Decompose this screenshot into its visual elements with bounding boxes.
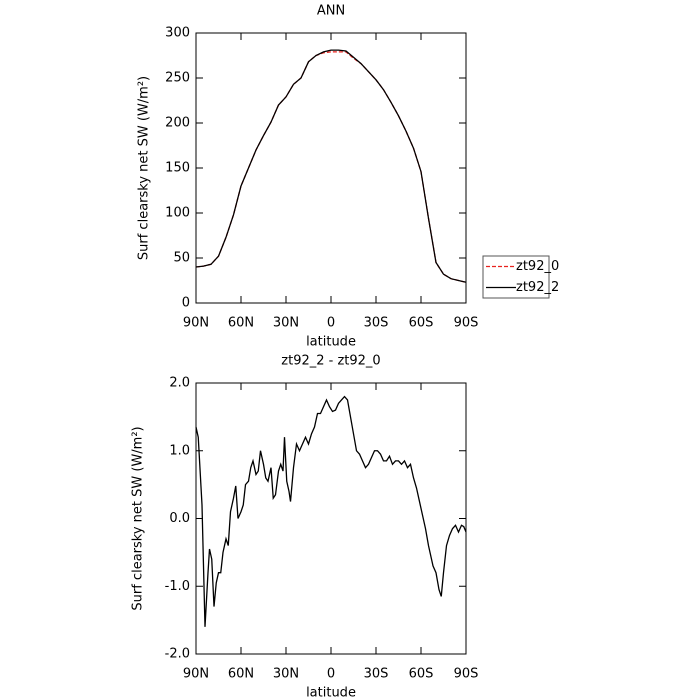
x-tick-label: 30S xyxy=(364,316,389,331)
y-tick-label: 0.0 xyxy=(169,511,190,526)
x-tick-label: 30S xyxy=(364,667,389,682)
legend-label: zt92_2 xyxy=(516,280,559,295)
x-tick-label: 90S xyxy=(454,667,479,682)
y-tick-label: 100 xyxy=(165,206,190,221)
x-tick-label: 0 xyxy=(327,667,335,682)
legend-label: zt92_0 xyxy=(516,259,559,274)
y-axis-label: Surf clearsky net SW (W/m²) xyxy=(137,76,152,260)
x-tick-label: 90S xyxy=(454,316,479,331)
y-tick-label: 300 xyxy=(165,26,190,41)
y-tick-label: 0 xyxy=(182,296,190,311)
plot-frame xyxy=(195,32,467,304)
x-axis-label: latitude xyxy=(306,335,356,350)
y-tick-label: 200 xyxy=(165,116,190,131)
x-tick-label: 30N xyxy=(273,316,299,331)
legend-box xyxy=(482,255,550,299)
chart-title: zt92_2 - zt92_0 xyxy=(281,354,380,369)
x-tick-label: 60S xyxy=(409,667,434,682)
x-axis-label: latitude xyxy=(306,686,356,700)
y-tick-label: 50 xyxy=(173,251,190,266)
y-tick-label: -1.0 xyxy=(165,579,190,594)
plot-frame xyxy=(195,382,467,655)
x-tick-label: 60S xyxy=(409,316,434,331)
x-tick-label: 30N xyxy=(273,667,299,682)
x-tick-label: 60N xyxy=(228,667,254,682)
y-tick-label: 1.0 xyxy=(169,443,190,458)
x-tick-label: 90N xyxy=(183,667,209,682)
y-axis-label: Surf clearsky net SW (W/m²) xyxy=(131,426,146,610)
series-line xyxy=(195,51,467,283)
x-tick-label: 60N xyxy=(228,316,254,331)
chart-title: ANN xyxy=(317,4,345,19)
series-line xyxy=(195,395,467,627)
y-tick-label: 250 xyxy=(165,71,190,86)
x-tick-label: 90N xyxy=(183,316,209,331)
y-tick-label: -2.0 xyxy=(165,647,190,662)
y-tick-label: 2.0 xyxy=(169,376,190,391)
x-tick-label: 0 xyxy=(327,316,335,331)
series-line xyxy=(195,49,467,283)
y-tick-label: 150 xyxy=(165,161,190,176)
